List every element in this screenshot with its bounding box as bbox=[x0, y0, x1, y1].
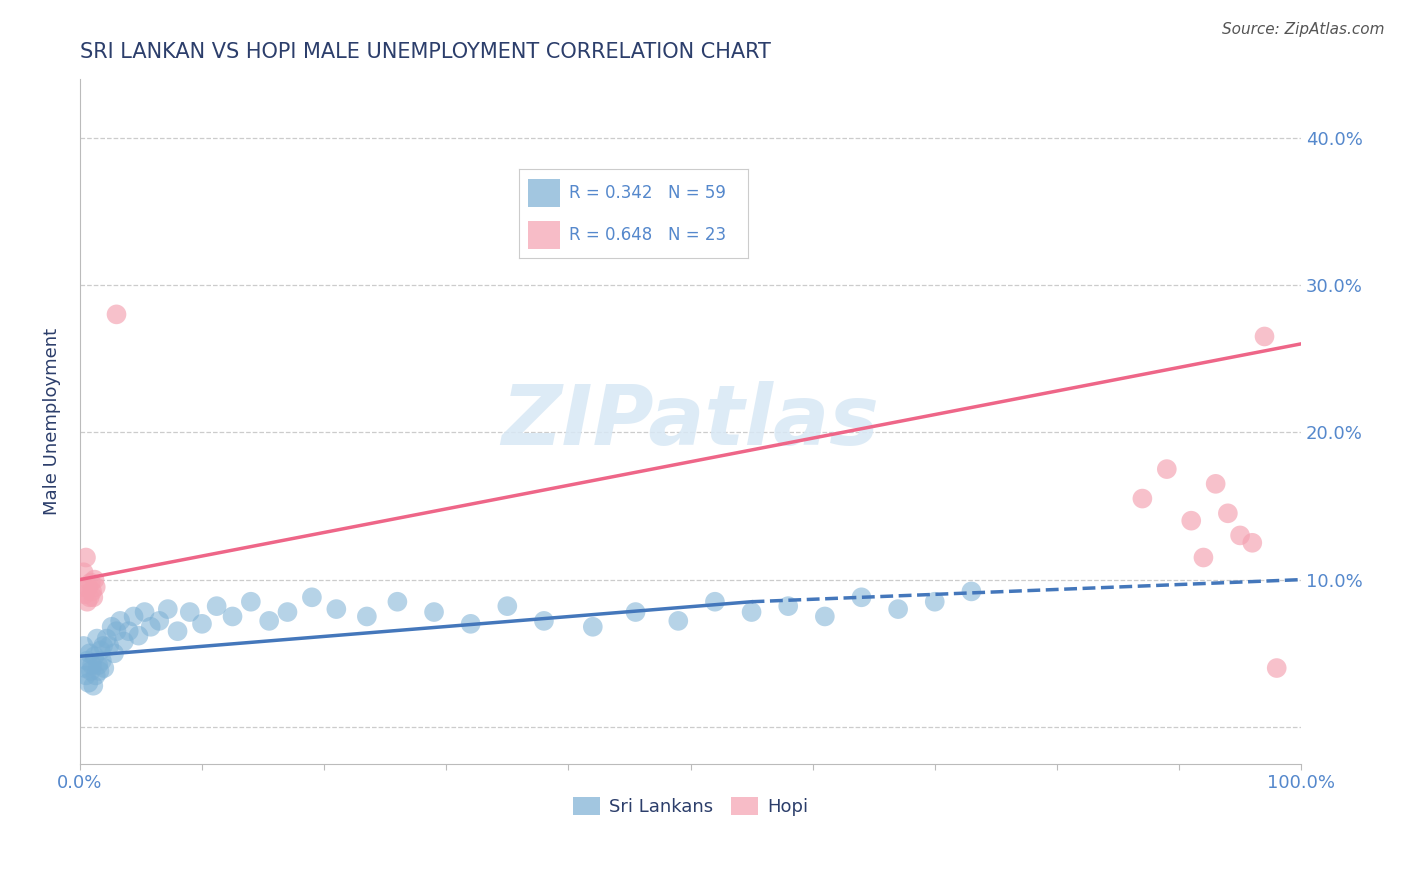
Point bbox=[1241, 535, 1264, 549]
Point bbox=[105, 307, 128, 321]
Point bbox=[118, 624, 141, 639]
Point bbox=[533, 614, 555, 628]
Point bbox=[108, 614, 131, 628]
Point bbox=[166, 624, 188, 639]
Point bbox=[80, 664, 103, 678]
Point bbox=[93, 661, 115, 675]
Point bbox=[460, 616, 482, 631]
Point bbox=[100, 620, 122, 634]
Point bbox=[1229, 528, 1251, 542]
Text: SRI LANKAN VS HOPI MALE UNEMPLOYMENT CORRELATION CHART: SRI LANKAN VS HOPI MALE UNEMPLOYMENT COR… bbox=[80, 42, 770, 62]
Point bbox=[179, 605, 201, 619]
Point bbox=[1216, 506, 1239, 520]
Point bbox=[960, 584, 983, 599]
Text: R = 0.648: R = 0.648 bbox=[569, 226, 652, 244]
Point bbox=[77, 580, 100, 594]
Point bbox=[257, 614, 280, 628]
Point bbox=[191, 616, 214, 631]
Text: Source: ZipAtlas.com: Source: ZipAtlas.com bbox=[1222, 22, 1385, 37]
Point bbox=[301, 591, 323, 605]
Point bbox=[128, 629, 150, 643]
Point bbox=[79, 591, 101, 605]
Point bbox=[77, 675, 100, 690]
Point bbox=[80, 575, 103, 590]
Point bbox=[148, 614, 170, 628]
Point bbox=[741, 605, 763, 619]
Point bbox=[72, 566, 94, 580]
Text: R = 0.342: R = 0.342 bbox=[569, 184, 652, 202]
Point bbox=[96, 632, 118, 646]
Point bbox=[79, 646, 101, 660]
Point bbox=[122, 609, 145, 624]
Point bbox=[1265, 661, 1288, 675]
Point bbox=[666, 614, 689, 628]
Point bbox=[325, 602, 347, 616]
Point bbox=[90, 643, 112, 657]
Point bbox=[276, 605, 298, 619]
Point bbox=[887, 602, 910, 616]
Point bbox=[76, 654, 98, 668]
Point bbox=[239, 595, 262, 609]
Point bbox=[134, 605, 156, 619]
Point bbox=[76, 595, 98, 609]
Point bbox=[139, 620, 162, 634]
Point bbox=[496, 599, 519, 614]
Point bbox=[73, 661, 96, 675]
Point bbox=[73, 587, 96, 601]
Point bbox=[84, 668, 107, 682]
Point bbox=[80, 584, 103, 599]
Point bbox=[205, 599, 228, 614]
Point bbox=[103, 646, 125, 660]
Legend: Sri Lankans, Hopi: Sri Lankans, Hopi bbox=[565, 789, 815, 823]
Point bbox=[89, 664, 111, 678]
Point bbox=[356, 609, 378, 624]
Point bbox=[1192, 550, 1215, 565]
Point bbox=[778, 599, 800, 614]
FancyBboxPatch shape bbox=[529, 220, 560, 249]
Text: N = 59: N = 59 bbox=[668, 184, 725, 202]
Point bbox=[82, 591, 104, 605]
Point bbox=[83, 649, 105, 664]
Point bbox=[582, 620, 605, 634]
FancyBboxPatch shape bbox=[529, 178, 560, 207]
Point bbox=[72, 639, 94, 653]
Point bbox=[98, 639, 121, 653]
Point bbox=[814, 609, 837, 624]
Point bbox=[75, 668, 97, 682]
Point bbox=[156, 602, 179, 616]
Y-axis label: Male Unemployment: Male Unemployment bbox=[44, 327, 60, 515]
Point bbox=[90, 654, 112, 668]
Text: ZIPatlas: ZIPatlas bbox=[502, 381, 879, 462]
Point bbox=[924, 595, 946, 609]
Point bbox=[624, 605, 647, 619]
Point bbox=[87, 658, 110, 673]
Point bbox=[221, 609, 243, 624]
Point bbox=[75, 550, 97, 565]
Point bbox=[82, 679, 104, 693]
Point bbox=[1253, 329, 1275, 343]
Point bbox=[423, 605, 446, 619]
Point bbox=[105, 624, 128, 639]
Point bbox=[72, 580, 94, 594]
Point bbox=[84, 580, 107, 594]
Point bbox=[112, 634, 135, 648]
Point bbox=[1132, 491, 1154, 506]
Point bbox=[91, 639, 114, 653]
Point bbox=[1205, 476, 1227, 491]
Point bbox=[851, 591, 873, 605]
Point bbox=[387, 595, 409, 609]
Text: N = 23: N = 23 bbox=[668, 226, 725, 244]
Point bbox=[703, 595, 725, 609]
Point bbox=[1180, 514, 1202, 528]
Point bbox=[83, 573, 105, 587]
Point bbox=[86, 632, 108, 646]
Point bbox=[1156, 462, 1178, 476]
Point bbox=[80, 658, 103, 673]
